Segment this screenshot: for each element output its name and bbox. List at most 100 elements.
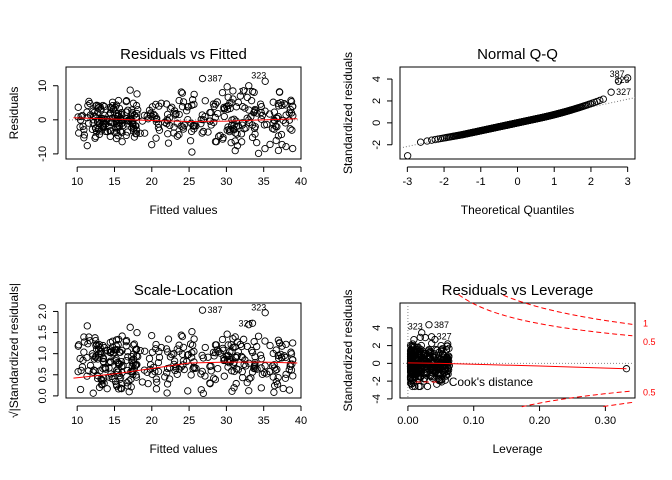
residuals-vs-fitted-panel: Residuals vs Fitted 10 15 20 25 30 35 40 Fitted … [7,46,307,217]
data-point [154,367,163,376]
data-point [251,360,259,369]
x-tick-label: 25 [183,415,195,427]
x-tick-label: 1 [551,176,557,188]
data-point [89,368,97,376]
data-point [190,125,198,133]
data-point [216,131,224,139]
data-point [92,336,100,345]
data-point [76,354,84,363]
data-point [444,370,452,378]
data-point [166,105,175,113]
data-point [182,357,191,366]
x-axis-title: Theoretical Quantiles [461,203,574,217]
data-point [129,99,138,107]
data-point [148,331,156,340]
data-point [201,343,209,352]
data-point [231,343,239,351]
data-point [281,353,290,362]
x-tick-label: 20 [146,176,158,188]
data-point [435,360,443,368]
data-point [270,364,279,372]
data-point [437,347,446,355]
outlier-label: 327 [239,318,254,328]
data-point [266,341,274,350]
chart-title: Residuals vs Fitted [120,46,247,63]
y-axis-title: √|Standardized residuals| [7,283,21,418]
data-point [138,378,147,386]
data-point [596,96,604,105]
outlier-point [261,77,269,85]
data-point [155,353,164,362]
data-point [423,382,432,391]
data-point [211,375,220,384]
data-point [122,97,130,106]
data-point [250,337,258,346]
data-point [133,90,141,98]
data-point [420,350,428,358]
data-point [288,126,296,134]
y-tick-label: 1.0 [37,346,49,361]
data-point [197,386,205,394]
chart-title: Residuals vs Leverage [442,282,594,299]
data-point [270,388,278,396]
cooks-contour-label: 1 [643,319,648,329]
data-point [261,337,269,345]
data-point [201,97,209,105]
outlier-label: 387 [208,74,223,84]
data-point [152,340,160,349]
plot-frame [65,302,302,399]
y-tick-label: 1.5 [37,325,49,340]
x-tick-label: 25 [183,176,195,188]
data-point [180,121,188,129]
data-point [440,355,449,363]
data-point [165,375,174,383]
data-point [188,328,196,336]
data-point [133,352,141,360]
data-point [223,352,231,361]
data-point [89,119,97,127]
data-point [145,106,154,114]
data-point [411,348,419,356]
data-point [287,96,295,104]
data-point [233,142,242,150]
y-tick-label: 2 [371,98,383,104]
data-point [122,338,130,346]
data-point [214,364,222,373]
data-point [184,350,193,359]
data-point [122,131,130,140]
data-point [430,358,438,366]
data-point [157,343,165,352]
data-point [442,353,451,362]
x-axis-title: Fitted values [149,442,217,456]
data-point [240,125,248,133]
data-point [111,377,120,386]
y-tick-label: 0 [371,120,383,126]
data-point [245,82,253,90]
y-axis-title: Standardized residuals [341,52,355,174]
outlier-point [614,77,623,85]
outlier-label: 327 [437,332,452,342]
data-point [122,108,130,116]
data-point [74,368,82,376]
y-tick-label: -4 [371,394,383,404]
data-point [108,372,116,380]
data-point [80,348,88,356]
cooks-distance-contour [521,390,633,408]
chart-title: Normal Q-Q [477,46,558,63]
legend-label: Cook's distance [449,375,534,389]
data-point [101,347,110,355]
data-point [96,367,104,375]
data-point [130,364,139,373]
data-point [79,122,87,131]
data-point [274,354,283,363]
outlier-label: 323 [251,70,266,80]
data-point [289,339,297,347]
data-point [416,333,424,341]
y-tick-label: 0 [37,117,49,123]
x-axis-title: Fitted values [149,203,217,217]
outlier-label: 323 [251,303,266,313]
residuals-vs-leverage-panel: Residuals vs Leverage 0.00 0.10 0.20 0.30 Lev… [341,282,656,456]
data-point [163,389,171,397]
data-point [126,86,134,94]
